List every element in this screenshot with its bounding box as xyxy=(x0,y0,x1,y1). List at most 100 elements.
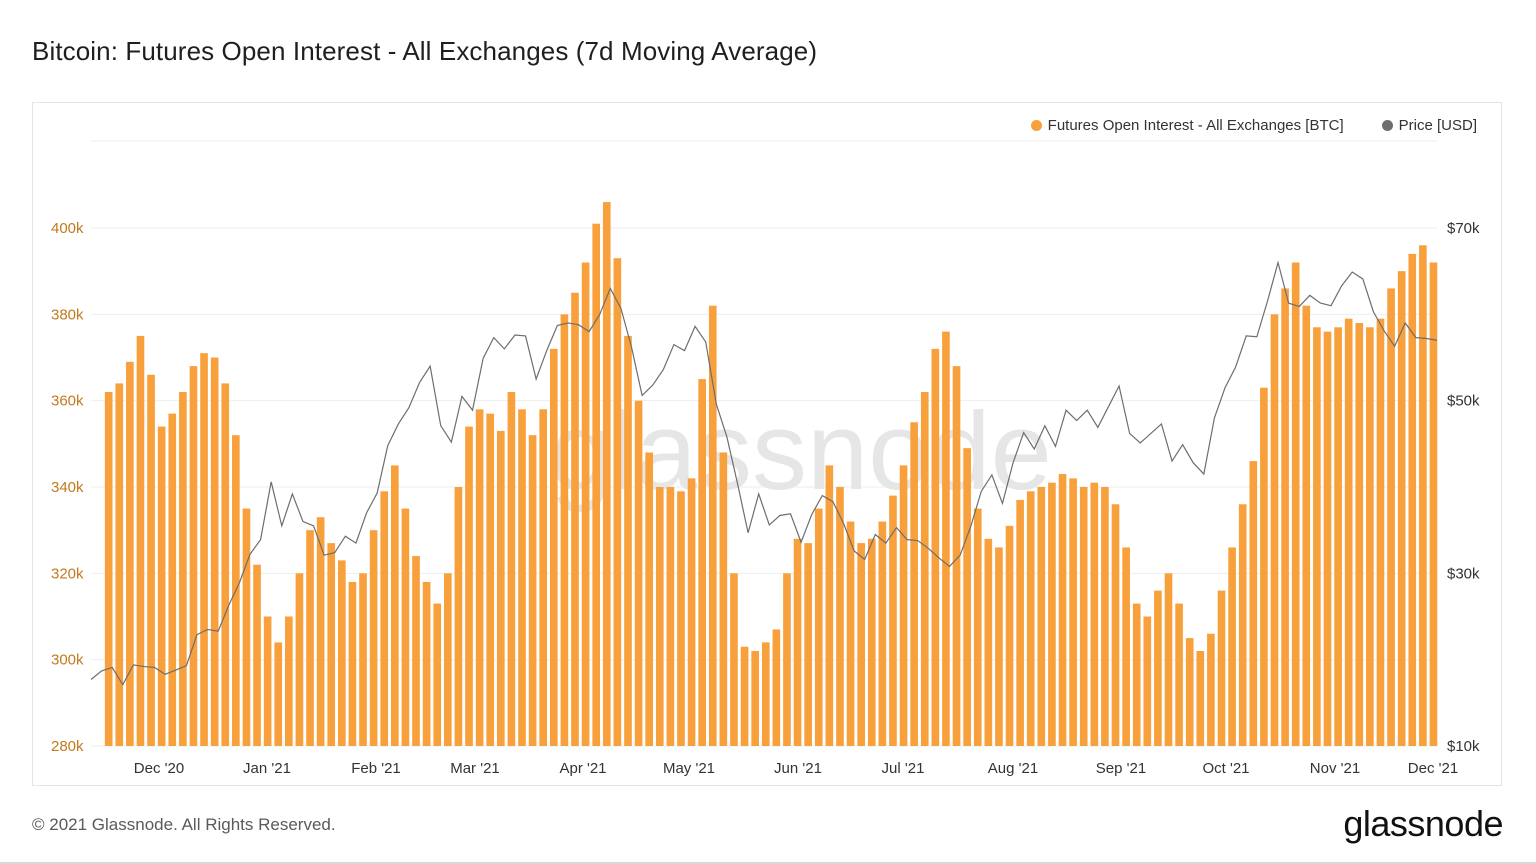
open-interest-bar xyxy=(253,564,261,746)
open-interest-bar xyxy=(1291,262,1300,746)
x-axis-tick: Dec '21 xyxy=(1408,760,1458,777)
open-interest-bar xyxy=(295,573,304,746)
open-interest-bar xyxy=(1270,314,1279,746)
open-interest-bar xyxy=(306,530,314,746)
open-interest-bar xyxy=(528,435,537,746)
copyright-text: © 2021 Glassnode. All Rights Reserved. xyxy=(32,815,336,834)
open-interest-bar xyxy=(920,392,929,746)
open-interest-bar xyxy=(1217,590,1226,746)
chart-canvas: glassnode 280k300k320k340k360k380k400k$1… xyxy=(51,140,1480,777)
open-interest-bar xyxy=(1048,482,1056,746)
open-interest-bar xyxy=(984,538,993,746)
open-interest-bar xyxy=(263,616,272,746)
open-interest-bar xyxy=(157,426,166,746)
left-axis-tick: 320k xyxy=(51,565,84,582)
open-interest-bar xyxy=(1101,487,1109,746)
open-interest-bar xyxy=(624,335,632,746)
open-interest-bar xyxy=(602,202,611,747)
open-interest-bar xyxy=(1429,262,1438,746)
right-axis-tick: $70k xyxy=(1447,220,1480,237)
open-interest-bar xyxy=(931,348,940,746)
open-interest-bar xyxy=(836,487,844,746)
open-interest-bar xyxy=(740,646,749,746)
open-interest-bar xyxy=(1132,603,1141,746)
right-axis-tick: $50k xyxy=(1447,393,1480,410)
grid-lines xyxy=(91,140,1437,747)
chart-panel: glassnode 280k 300k 320k 340k 360k 380k 400k $1… xyxy=(32,102,1502,786)
chart-legend: Futures Open Interest - All Exchanges [B… xyxy=(1030,117,1477,134)
open-interest-bar xyxy=(581,262,590,746)
open-interest-bar xyxy=(571,292,579,746)
open-interest-bar xyxy=(814,508,823,746)
open-interest-bar xyxy=(761,642,770,746)
open-interest-bar xyxy=(942,331,950,746)
x-axis-tick: May '21 xyxy=(663,760,715,777)
open-interest-bar xyxy=(285,616,293,746)
right-axis-tick: $10k xyxy=(1447,738,1480,755)
open-interest-bar xyxy=(316,517,325,746)
legend-item-open-interest[interactable]: Futures Open Interest - All Exchanges [B… xyxy=(1030,117,1344,134)
left-axis-tick: 300k xyxy=(51,652,84,669)
open-interest-bar xyxy=(730,573,738,746)
right-axis-tick: $30k xyxy=(1447,565,1480,582)
open-interest-bar xyxy=(104,392,113,746)
open-interest-bar xyxy=(1175,603,1183,746)
open-interest-bar xyxy=(613,258,622,746)
open-interest-bar xyxy=(380,491,389,746)
open-interest-bar xyxy=(804,543,812,746)
open-interest-bar xyxy=(189,366,198,746)
x-axis-tick: Jul '21 xyxy=(882,760,925,777)
open-interest-bar xyxy=(793,538,802,746)
open-interest-bar xyxy=(857,543,865,746)
open-interest-bar xyxy=(751,651,759,746)
open-interest-bar xyxy=(708,305,717,746)
open-interest-bar xyxy=(889,495,897,746)
open-interest-bar xyxy=(486,413,495,746)
open-interest-bar xyxy=(1090,482,1099,746)
open-interest-bar xyxy=(168,413,177,746)
open-interest-bar xyxy=(666,487,675,746)
legend-label-price: Price [USD] xyxy=(1398,117,1477,134)
x-axis-tick: Apr '21 xyxy=(559,760,606,777)
open-interest-bar xyxy=(592,223,601,746)
open-interest-bar xyxy=(878,521,887,746)
open-interest-bar xyxy=(1154,590,1162,746)
open-interest-bar xyxy=(825,465,834,746)
open-interest-bar xyxy=(1037,487,1046,746)
open-interest-bar xyxy=(518,409,526,746)
open-interest-bar xyxy=(549,348,558,746)
open-interest-bar xyxy=(772,629,781,746)
open-interest-bar xyxy=(1323,331,1332,746)
open-interest-bar xyxy=(1069,478,1077,746)
open-interest-bar xyxy=(1058,474,1067,746)
open-interest-bar xyxy=(433,603,442,746)
open-interest-bar xyxy=(973,508,982,746)
open-interest-bar xyxy=(634,400,643,746)
legend-item-price[interactable]: Price [USD] xyxy=(1381,117,1477,134)
open-interest-bar xyxy=(655,487,664,746)
open-interest-bar xyxy=(475,409,484,746)
legend-label-open-interest: Futures Open Interest - All Exchanges [B… xyxy=(1047,117,1344,134)
open-interest-bar xyxy=(1408,253,1417,746)
left-axis-tick: 380k xyxy=(51,306,84,323)
open-interest-bar xyxy=(1079,487,1088,746)
open-interest-bar xyxy=(995,547,1003,746)
open-interest-bar xyxy=(136,335,145,746)
open-interest-bar xyxy=(454,487,463,746)
open-interest-bar xyxy=(274,642,283,746)
open-interest-bar xyxy=(645,452,653,746)
left-axis-tick: 280k xyxy=(51,738,84,755)
open-interest-bar xyxy=(147,374,155,746)
open-interest-bar xyxy=(1238,504,1247,746)
open-interest-bar xyxy=(221,383,230,746)
open-interest-bar xyxy=(115,383,124,746)
open-interest-bar xyxy=(1111,504,1120,746)
open-interest-bar xyxy=(1366,327,1374,746)
open-interest-bar xyxy=(412,556,420,746)
open-interest-bar xyxy=(846,521,855,746)
open-interest-bar xyxy=(1334,327,1342,746)
open-interest-bar xyxy=(560,314,569,746)
open-interest-bar xyxy=(963,448,971,746)
open-interest-bar xyxy=(539,409,548,746)
open-interest-bar xyxy=(1228,547,1236,746)
